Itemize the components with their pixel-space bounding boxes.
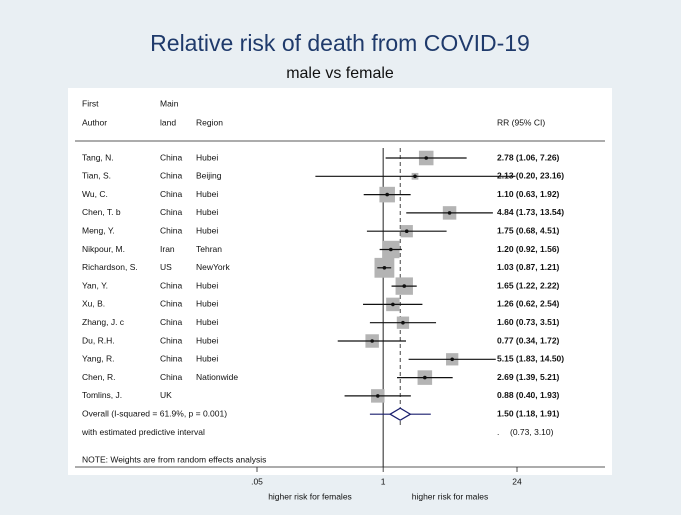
region: Beijing <box>196 171 222 181</box>
point <box>391 302 395 307</box>
land: China <box>160 225 182 235</box>
chart-subtitle: male vs female <box>286 65 394 82</box>
x-axis-label: higher risk for males <box>412 491 489 501</box>
overall-label: Overall (I-squared = 61.9%, p = 0.001) <box>82 408 227 418</box>
predictive-value: (0.73, 3.10) <box>510 427 554 437</box>
value-label: 1.65 (1.22, 2.22) <box>497 280 560 290</box>
x-axis-label: higher risk for females <box>268 491 352 501</box>
region: Nationwide <box>196 372 238 382</box>
author: Richardson, S. <box>82 262 138 272</box>
value-label: 5.15 (1.83, 14.50) <box>497 354 564 364</box>
land: Iran <box>160 244 175 254</box>
header: Main <box>160 98 179 108</box>
point <box>413 174 417 179</box>
land: China <box>160 207 182 217</box>
land: US <box>160 262 172 272</box>
land: UK <box>160 390 172 400</box>
value-label: 2.69 (1.39, 5.21) <box>497 372 560 382</box>
predictive-label: with estimated predictive interval <box>81 427 205 437</box>
x-tick-label: .05 <box>251 476 263 486</box>
value-label: 2.13 (0.20, 23.16) <box>497 171 564 181</box>
header: land <box>160 117 176 127</box>
land: China <box>160 152 182 162</box>
region: Hubei <box>196 299 218 309</box>
author: Tang, N. <box>82 152 114 162</box>
region: Hubei <box>196 189 218 199</box>
author: Nikpour, M. <box>82 244 125 254</box>
author: Yang, R. <box>82 354 114 364</box>
author: Chen, T. b <box>82 207 121 217</box>
region: Hubei <box>196 152 218 162</box>
point <box>401 320 405 325</box>
region: NewYork <box>196 262 230 272</box>
author: Meng, Y. <box>82 225 115 235</box>
value-label: 1.20 (0.92, 1.56) <box>497 244 560 254</box>
point <box>447 211 452 215</box>
region: Hubei <box>196 280 218 290</box>
land: China <box>160 372 182 382</box>
point <box>385 192 389 197</box>
value-label: 2.78 (1.06, 7.26) <box>497 152 560 162</box>
author: Xu, B. <box>82 299 105 309</box>
value-label: 0.77 (0.34, 1.72) <box>497 335 560 345</box>
author: Tian, S. <box>82 171 111 181</box>
land: China <box>160 335 182 345</box>
author: Zhang, J. c <box>82 317 125 327</box>
header: RR (95% CI) <box>497 117 545 127</box>
value-label: 1.26 (0.62, 2.54) <box>497 299 560 309</box>
land: China <box>160 171 182 181</box>
author: Chen, R. <box>82 372 116 382</box>
note: NOTE: Weights are from random effects an… <box>82 454 266 464</box>
value-label: 1.03 (0.87, 1.21) <box>497 262 560 272</box>
land: China <box>160 317 182 327</box>
predictive-estimate: . <box>497 427 499 437</box>
land: China <box>160 299 182 309</box>
value-label: 0.88 (0.40, 1.93) <box>497 390 560 400</box>
value-label: 1.10 (0.63, 1.92) <box>497 189 560 199</box>
header: Author <box>82 117 107 127</box>
region: Tehran <box>196 244 222 254</box>
point <box>389 247 393 252</box>
region: Hubei <box>196 317 218 327</box>
value-label: 1.60 (0.73, 3.51) <box>497 317 560 327</box>
point <box>402 284 407 288</box>
region: Hubei <box>196 335 218 345</box>
overall-diamond <box>388 407 412 421</box>
plot-panel <box>68 88 612 475</box>
point <box>375 394 380 398</box>
region: Hubei <box>196 354 218 364</box>
chart-title: Relative risk of death from COVID-19 <box>150 30 530 56</box>
point <box>382 266 387 270</box>
author: Du, R.H. <box>82 335 115 345</box>
value-label: 4.84 (1.73, 13.54) <box>497 207 564 217</box>
land: China <box>160 354 182 364</box>
value-label: 1.75 (0.68, 4.51) <box>497 225 560 235</box>
author: Yan, Y. <box>82 280 108 290</box>
overall-value: 1.50 (1.18, 1.91) <box>497 408 560 418</box>
region: Hubei <box>196 225 218 235</box>
point <box>423 375 427 380</box>
x-tick-label: 24 <box>512 476 522 486</box>
header: Region <box>196 117 223 127</box>
land: China <box>160 189 182 199</box>
region: Hubei <box>196 207 218 217</box>
point <box>404 229 409 233</box>
point <box>370 339 374 343</box>
point <box>450 357 454 362</box>
header: First <box>82 98 99 108</box>
land: China <box>160 280 182 290</box>
x-tick-label: 1 <box>381 476 386 486</box>
point <box>424 156 429 160</box>
author: Tomlins, J. <box>82 390 122 400</box>
author: Wu, C. <box>82 189 108 199</box>
